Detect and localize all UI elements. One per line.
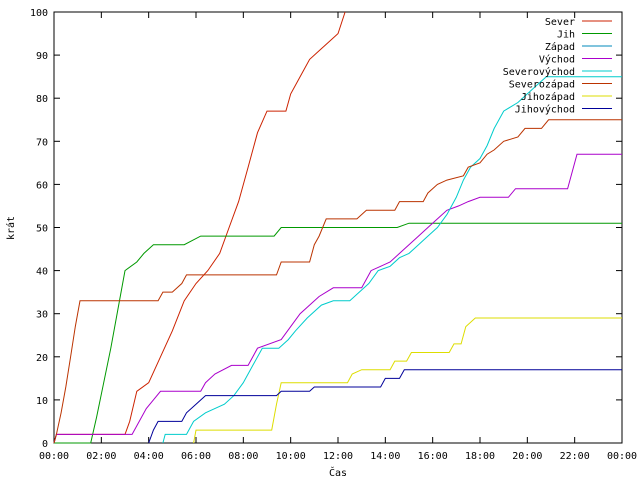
series-line xyxy=(53,119,622,444)
legend-label: Západ xyxy=(545,41,575,53)
legend-label: Sever xyxy=(545,17,575,28)
y-tick-label: 100 xyxy=(30,8,48,19)
x-tick-label: 10:00 xyxy=(276,451,306,462)
axis-ticks: 0 10 20 30 40 50 60 70 80 90 100 00:00 02:00 04:00 06:… xyxy=(30,8,637,462)
series-line xyxy=(53,11,346,444)
y-tick-label: 60 xyxy=(36,180,48,191)
y-tick-label: 50 xyxy=(36,224,48,235)
y-tick-label: 10 xyxy=(36,396,48,407)
legend-label: Jihovýchod xyxy=(515,104,575,116)
y-tick-label: 0 xyxy=(42,439,48,450)
x-tick-label: 22:00 xyxy=(560,451,590,462)
x-tick-label: 00:00 xyxy=(39,451,69,462)
x-tick-label: 18:00 xyxy=(465,451,495,462)
x-tick-label: 16:00 xyxy=(418,451,448,462)
y-tick-label: 30 xyxy=(36,310,48,321)
legend-label: Jih xyxy=(557,30,575,41)
y-axis-title: krát xyxy=(5,216,17,240)
x-tick-label: 08:00 xyxy=(228,451,258,462)
y-tick-label: 40 xyxy=(36,267,48,278)
y-tick-label: 70 xyxy=(36,137,48,148)
series-layer xyxy=(53,11,622,444)
legend-label: Severovýchod xyxy=(503,66,575,78)
x-tick-label: 06:00 xyxy=(181,451,211,462)
x-tick-label: 04:00 xyxy=(134,451,164,462)
series-line xyxy=(148,369,622,444)
x-tick-label: 14:00 xyxy=(370,451,400,462)
series-line xyxy=(53,153,622,444)
legend-label: Severozápad xyxy=(509,79,575,91)
x-tick-label: 00:00 xyxy=(607,451,637,462)
series-line xyxy=(162,76,622,444)
legend-label: Jihozápad xyxy=(521,91,575,103)
y-tick-label: 80 xyxy=(36,94,48,105)
series-line xyxy=(54,222,622,444)
y-tick-label: 20 xyxy=(36,353,48,364)
x-tick-label: 12:00 xyxy=(323,451,353,462)
legend-label: Východ xyxy=(539,54,575,66)
y-tick-label: 90 xyxy=(36,51,48,62)
x-tick-label: 20:00 xyxy=(512,451,542,462)
x-tick-label: 02:00 xyxy=(86,451,116,462)
series-line xyxy=(193,317,622,444)
legend: Sever JihZápadVýchodSeverovýchodSeverozáp… xyxy=(503,17,612,116)
x-axis-title: Čas xyxy=(329,466,347,479)
